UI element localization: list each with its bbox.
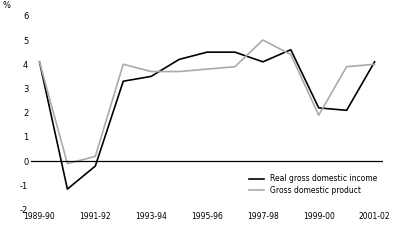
Gross domestic product [121,63,125,66]
Real gross domestic income [372,60,377,63]
Real gross domestic income [288,48,293,51]
Line: Gross domestic product: Gross domestic product [39,40,375,164]
Gross domestic product [260,39,265,41]
Real gross domestic income [65,188,70,190]
Gross domestic product [372,63,377,66]
Real gross domestic income [121,80,125,83]
Gross domestic product [288,53,293,56]
Real gross domestic income [204,51,209,54]
Real gross domestic income [149,75,154,78]
Gross domestic product [177,70,181,73]
Y-axis label: %: % [2,1,10,10]
Gross domestic product [37,60,42,63]
Real gross domestic income [316,106,321,109]
Real gross domestic income [93,165,98,167]
Real gross domestic income [37,60,42,63]
Gross domestic product [149,70,154,73]
Gross domestic product [344,65,349,68]
Real gross domestic income [344,109,349,112]
Gross domestic product [316,114,321,116]
Gross domestic product [65,162,70,165]
Legend: Real gross domestic income, Gross domestic product: Real gross domestic income, Gross domest… [247,173,379,196]
Real gross domestic income [177,58,181,61]
Gross domestic product [204,68,209,70]
Real gross domestic income [260,60,265,63]
Real gross domestic income [233,51,237,54]
Gross domestic product [93,155,98,158]
Gross domestic product [233,65,237,68]
Line: Real gross domestic income: Real gross domestic income [39,50,375,189]
